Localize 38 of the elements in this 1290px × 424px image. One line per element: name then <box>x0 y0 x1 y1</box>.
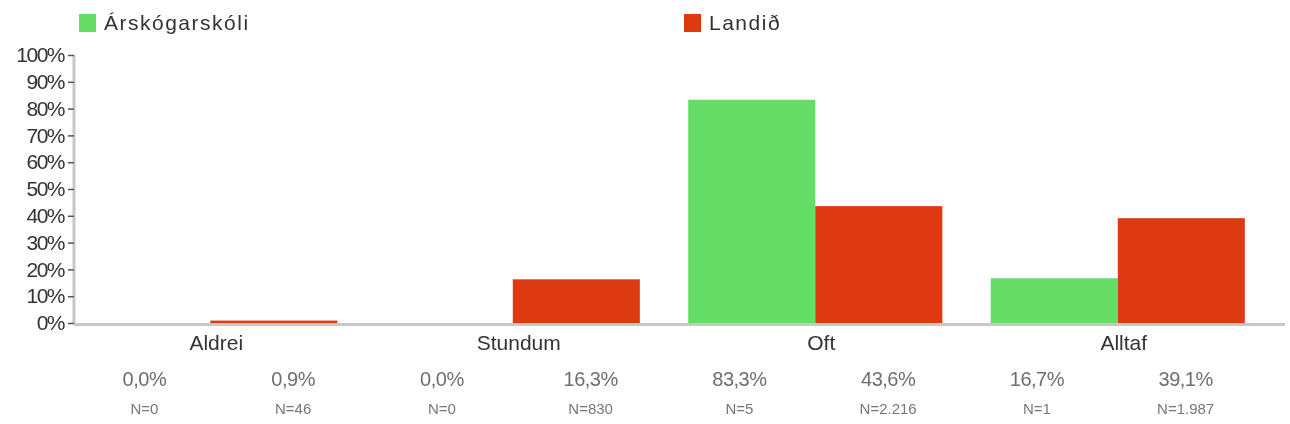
x-tick-label: Alltaf <box>1100 331 1148 354</box>
text: N=830 <box>568 400 613 417</box>
y-tick-label: 100% <box>16 43 65 67</box>
legend-label: Árskógarskóli <box>104 11 250 34</box>
data-label: 16,7% <box>1009 368 1065 390</box>
y-tick-label: 40% <box>26 204 65 228</box>
text: N=2.216 <box>859 400 917 417</box>
bar <box>815 206 943 323</box>
bar <box>512 279 640 323</box>
x-tick-label: Aldrei <box>189 331 244 354</box>
text: N=0 <box>427 400 456 417</box>
y-tick-label: 50% <box>26 177 65 201</box>
data-label: 0,0% <box>122 368 167 390</box>
text: N=46 <box>274 400 312 417</box>
x-tick-label: Stundum <box>476 331 561 354</box>
y-tick-label: 20% <box>26 257 65 281</box>
bar <box>1117 218 1245 323</box>
data-label: 0,9% <box>271 368 316 390</box>
y-tick-label: 60% <box>26 150 65 174</box>
data-label: 0,0% <box>420 368 465 390</box>
text: N=1.987 <box>1157 400 1215 417</box>
y-tick-label: 90% <box>26 70 65 94</box>
y-tick-label: 70% <box>26 123 65 147</box>
data-label: 43,6% <box>861 368 916 390</box>
data-label: 39,1% <box>1158 368 1214 390</box>
text: N=5 <box>725 400 754 417</box>
bar <box>688 99 816 323</box>
data-label: 83,3% <box>712 368 768 390</box>
y-tick-label: 30% <box>26 230 65 254</box>
text: N=1 <box>1022 400 1051 417</box>
x-tick-label: Oft <box>807 331 836 354</box>
y-tick-label: 0% <box>36 311 65 335</box>
legend-label: Landið <box>709 11 782 34</box>
y-tick-label: 10% <box>26 284 65 308</box>
data-label: 16,3% <box>563 368 619 390</box>
y-tick-label: 80% <box>26 96 65 120</box>
text: N=0 <box>130 400 159 417</box>
bar <box>990 278 1118 323</box>
